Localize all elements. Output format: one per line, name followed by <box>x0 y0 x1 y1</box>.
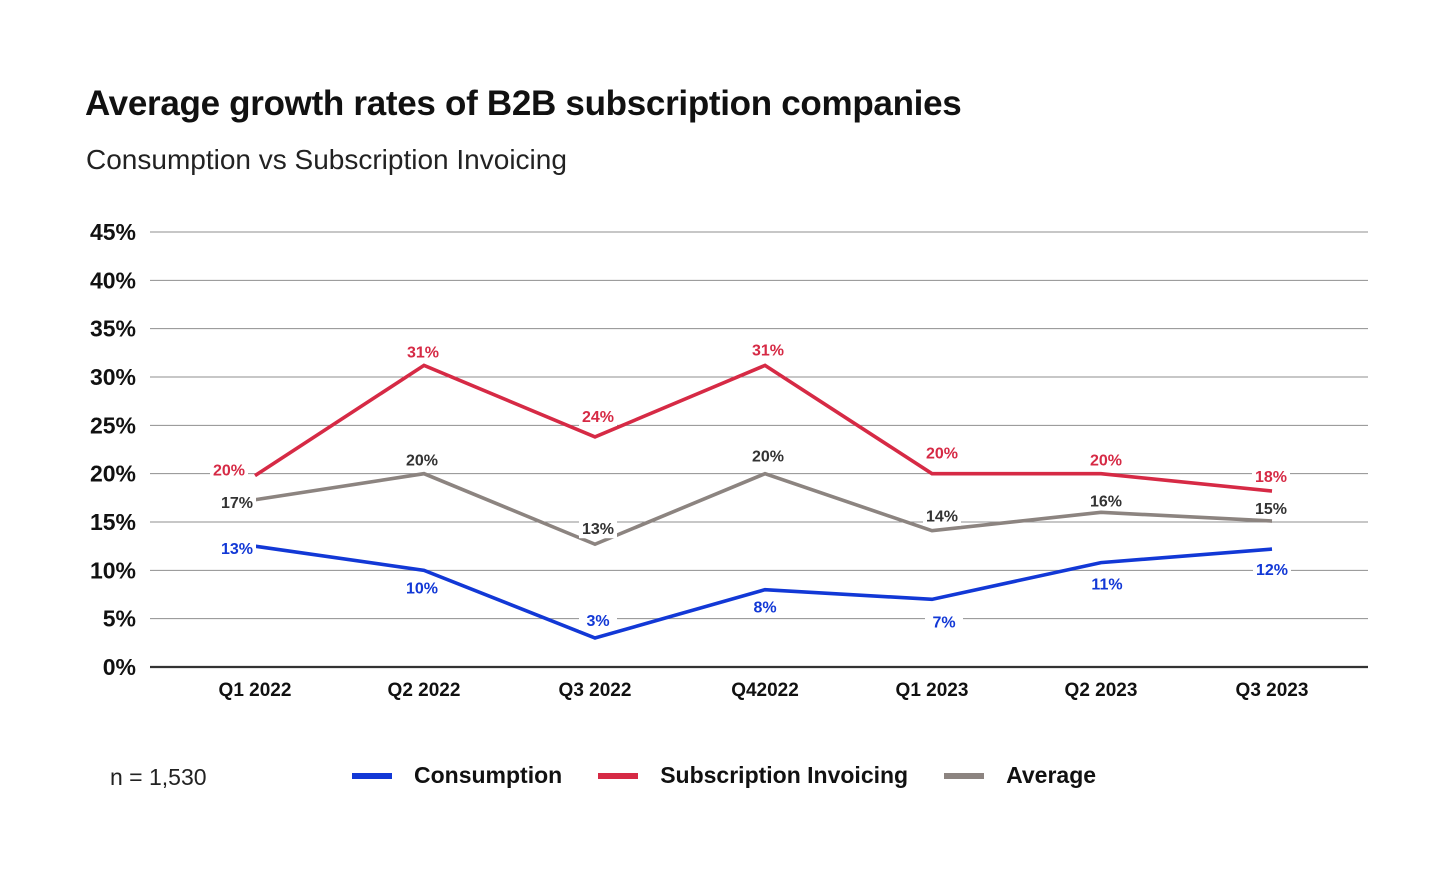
data-label-background <box>923 507 961 526</box>
data-label-background <box>749 341 787 360</box>
data-label-background <box>579 407 617 426</box>
x-tick-label: Q3 2022 <box>559 680 632 701</box>
data-label-subscription-invoicing: 24% <box>582 409 614 426</box>
y-tick-label: 25% <box>90 412 136 438</box>
legend-item-average: Average <box>944 762 1096 789</box>
data-label-background <box>923 444 961 463</box>
x-tick-label: Q3 2023 <box>1236 680 1309 701</box>
x-tick-label: Q1 2022 <box>219 680 292 701</box>
x-tick-label: Q1 2023 <box>896 680 969 701</box>
data-label-average: 17% <box>221 495 253 512</box>
legend-swatch-average <box>944 772 985 779</box>
data-label-background <box>1253 561 1291 580</box>
y-tick-label: 10% <box>90 557 136 583</box>
gridlines <box>150 231 1368 669</box>
data-label-average: 20% <box>752 449 784 466</box>
x-tick-label: Q2 2022 <box>388 680 461 701</box>
data-label-background <box>1252 500 1290 519</box>
chart-subtitle: Consumption vs Subscription Invoicing <box>86 144 567 175</box>
data-label-subscription-invoicing: 31% <box>752 342 784 359</box>
y-tick-label: 20% <box>90 461 136 487</box>
data-label-background <box>925 613 963 632</box>
y-tick-label: 35% <box>90 316 136 342</box>
data-label-background <box>403 451 441 470</box>
data-label-background <box>1087 451 1125 470</box>
data-label-background <box>210 461 248 480</box>
data-label-background <box>746 598 784 617</box>
y-tick-label: 15% <box>90 509 136 535</box>
data-label-background <box>1087 492 1125 511</box>
legend-label-average: Average <box>1006 762 1097 788</box>
data-label-consumption: 12% <box>1256 562 1288 579</box>
data-label-background <box>404 343 442 362</box>
legend: Consumption Subscription Invoicing Avera… <box>352 762 1132 789</box>
legend-label-consumption: Consumption <box>414 762 563 788</box>
data-label-average: 20% <box>406 453 438 470</box>
x-tick-label: Q42022 <box>731 680 799 701</box>
data-label-subscription-invoicing: 20% <box>213 463 245 480</box>
sample-size-note: n = 1,530 <box>110 764 207 790</box>
data-label-background <box>579 520 617 539</box>
data-label-consumption: 10% <box>406 580 438 597</box>
y-tick-label: 30% <box>90 364 136 390</box>
y-tick-label: 45% <box>90 219 136 245</box>
data-label-consumption: 13% <box>221 541 253 558</box>
series-line-average <box>254 471 1273 547</box>
legend-swatch-consumption <box>352 772 392 779</box>
line-chart: 0% 5% 10% 15% 20% 25% 30% 35% 40% 45% Q1 2022 Q2 2… <box>90 219 1368 701</box>
x-axis-ticks: Q1 2022 Q2 2022 Q3 2022 Q42022 Q1 2023 Q2 202… <box>219 680 1309 701</box>
data-label-background <box>403 579 441 598</box>
data-label-average: 15% <box>1255 501 1287 518</box>
data-label-average: 13% <box>582 521 614 538</box>
data-label-consumption: 11% <box>1091 577 1122 594</box>
data-label-consumption: 3% <box>586 613 609 630</box>
legend-item-consumption: Consumption <box>352 762 562 789</box>
x-tick-label: Q2 2023 <box>1065 680 1138 701</box>
data-label-background <box>579 612 617 630</box>
data-labels: 13% 10% 3% 8% 7% 11% 12% 20% 31% 24% 31% 20% 20% 18% 1… <box>210 341 1291 632</box>
data-label-consumption: 8% <box>753 600 776 617</box>
data-label-background <box>749 447 787 466</box>
data-label-background <box>218 493 256 512</box>
legend-item-subscription-invoicing: Subscription Invoicing <box>598 762 908 789</box>
data-label-background <box>1252 468 1290 487</box>
data-label-average: 14% <box>926 509 958 526</box>
data-label-subscription-invoicing: 18% <box>1255 469 1287 486</box>
series-line-consumption <box>254 544 1273 640</box>
y-tick-label: 0% <box>103 654 136 680</box>
data-label-subscription-invoicing: 20% <box>926 446 958 463</box>
y-tick-label: 40% <box>90 267 136 293</box>
data-label-average: 16% <box>1090 493 1122 510</box>
data-label-background <box>218 540 256 559</box>
data-label-background <box>1088 575 1126 594</box>
legend-label-subscription-invoicing: Subscription Invoicing <box>660 762 909 788</box>
series-line-subscription-invoicing <box>254 363 1273 493</box>
series-lines <box>254 363 1273 640</box>
data-label-subscription-invoicing: 31% <box>407 344 439 361</box>
y-axis-ticks: 0% 5% 10% 15% 20% 25% 30% 35% 40% 45% <box>90 219 136 680</box>
data-label-consumption: 7% <box>932 614 955 631</box>
chart-title: Average growth rates of B2B subscription… <box>85 84 962 123</box>
data-label-subscription-invoicing: 20% <box>1090 453 1122 470</box>
legend-swatch-subscription-invoicing <box>598 772 639 779</box>
y-tick-label: 5% <box>103 606 136 632</box>
